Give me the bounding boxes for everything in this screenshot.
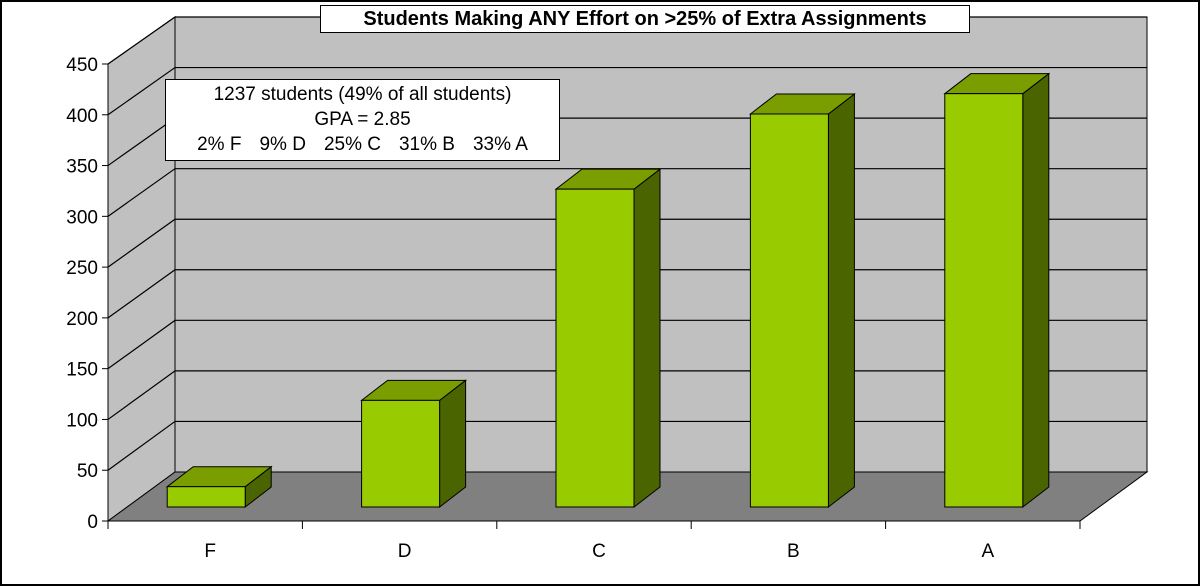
ytick-label-350: 350 [66, 157, 98, 178]
bar-side-c [633, 168, 661, 509]
breakdown-f: 2% F [197, 134, 242, 155]
ytick-label-250: 250 [66, 258, 98, 279]
bar-a [944, 93, 1024, 508]
ytick-label-0: 0 [87, 512, 98, 533]
chart-title: Students Making ANY Effort on >25% of Ex… [320, 5, 970, 33]
xtick-label-c: C [592, 541, 606, 562]
ytick-label-450: 450 [66, 55, 98, 76]
breakdown-c: 25% C [323, 134, 381, 155]
xtick-label-b: B [787, 541, 800, 562]
breakdown-b: 31% B [398, 134, 455, 155]
bar-side-a [1022, 72, 1050, 509]
annotation-breakdown: 2% F 9% D 25% C 31% B 33% A [166, 132, 559, 157]
breakdown-a: 33% A [472, 134, 528, 155]
ytick-label-150: 150 [66, 360, 98, 381]
xtick-label-a: A [981, 541, 994, 562]
xtick-label-d: D [398, 541, 412, 562]
annotation-line-2: GPA = 2.85 [314, 109, 411, 130]
ytick-label-400: 400 [66, 106, 98, 127]
ytick-label-300: 300 [66, 207, 98, 228]
ytick-label-100: 100 [66, 410, 98, 431]
annotation-line-1: 1237 students (49% of all students) [213, 84, 512, 105]
bar-side-d [439, 379, 467, 509]
gridline-400 [107, 66, 1147, 116]
annotation-box: 1237 students (49% of all students) GPA … [165, 79, 560, 161]
bar-b [749, 113, 829, 508]
bar-f [166, 486, 246, 508]
breakdown-d: 9% D [259, 134, 306, 155]
bar-c [555, 188, 635, 508]
bar-d [361, 399, 441, 508]
ytick-label-200: 200 [66, 309, 98, 330]
bar-side-b [827, 92, 855, 509]
xtick-label-f: F [204, 541, 216, 562]
ytick-label-50: 50 [77, 461, 98, 482]
